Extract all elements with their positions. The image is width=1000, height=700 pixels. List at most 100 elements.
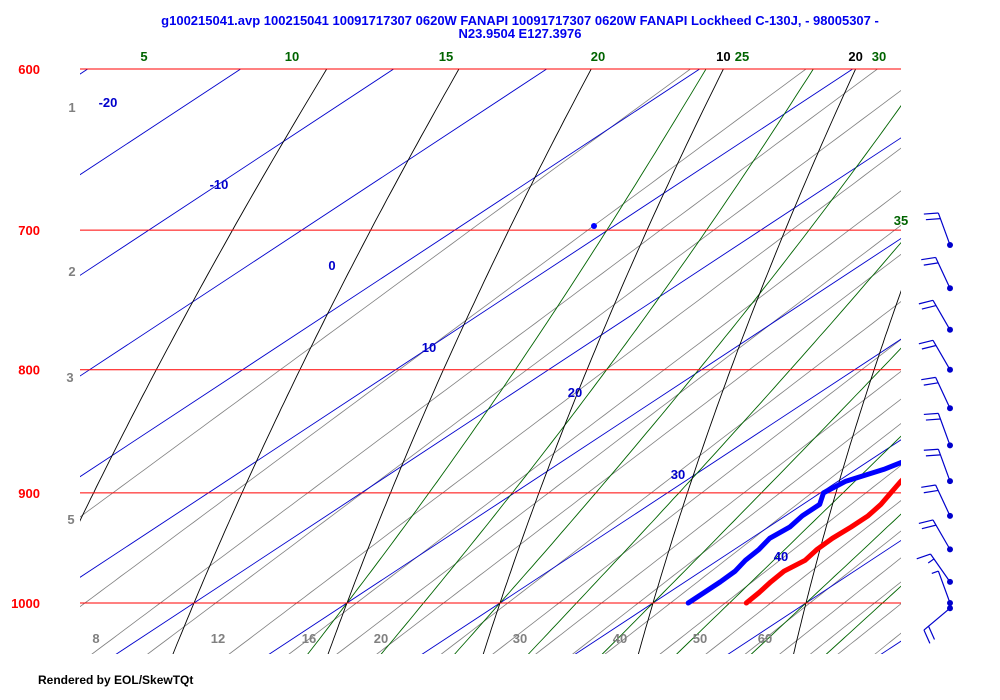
isotherm-label: -20 bbox=[99, 95, 118, 110]
isotherm-label: 0 bbox=[328, 258, 335, 273]
wind-barb bbox=[918, 299, 953, 333]
dewpoint-profile bbox=[685, 459, 901, 606]
dry-adiabat-label: 10 bbox=[716, 49, 730, 64]
mixing-ratio-line bbox=[837, 603, 901, 654]
wind-barb-staff bbox=[937, 212, 951, 246]
wind-barb-feather bbox=[916, 553, 931, 560]
isotherm-label: 30 bbox=[671, 467, 685, 482]
mixing-ratio-line bbox=[147, 90, 901, 654]
mixing-ratio-line bbox=[895, 34, 1000, 664]
moist-adiabat-label: 30 bbox=[872, 49, 886, 64]
mixing-ratio-label: 20 bbox=[374, 631, 388, 646]
dry-adiabat-line bbox=[637, 69, 857, 654]
wind-barb-staff bbox=[935, 377, 951, 409]
wind-barb-feather bbox=[918, 519, 934, 525]
wind-barb-feather bbox=[923, 412, 939, 416]
isotherm-label: 10 bbox=[422, 340, 436, 355]
wind-barb-feather bbox=[925, 418, 941, 421]
isotherm-line bbox=[268, 237, 901, 654]
mixing-ratio-label: 1 bbox=[68, 100, 75, 115]
mixing-ratio-label: 30 bbox=[513, 631, 527, 646]
moist-adiabat-line bbox=[454, 105, 901, 654]
wind-barb-staff bbox=[932, 339, 951, 371]
mixing-ratio-line bbox=[288, 190, 901, 654]
wind-barb bbox=[923, 448, 953, 485]
wind-barb-staff bbox=[937, 413, 951, 446]
moist-adiabat-label: 10 bbox=[285, 49, 299, 64]
mixing-ratio-line bbox=[604, 422, 901, 654]
moist-adiabat-line bbox=[307, 69, 707, 654]
mixing-ratio-line bbox=[779, 557, 901, 654]
moist-adiabat-label: 20 bbox=[591, 49, 605, 64]
isotherm-line bbox=[421, 338, 901, 654]
wind-barb-feather bbox=[921, 304, 937, 310]
dry-adiabat-line bbox=[482, 69, 724, 654]
wind-barb bbox=[923, 412, 953, 449]
mixing-ratio-label: 12 bbox=[211, 631, 225, 646]
dry-adiabat-line bbox=[172, 69, 460, 654]
wind-barb-feather bbox=[918, 299, 934, 305]
wind-barb-feather bbox=[923, 212, 939, 215]
chart-title-line2: N23.9504 E127.3976 bbox=[458, 26, 582, 41]
moist-adiabat-line bbox=[676, 435, 901, 654]
mixing-ratio-label: 60 bbox=[758, 631, 772, 646]
moist-adiabat-label: 15 bbox=[439, 49, 453, 64]
mixing-ratio-line bbox=[376, 253, 901, 654]
wind-barb-staff bbox=[932, 519, 951, 550]
pressure-tick-label: 700 bbox=[18, 223, 40, 238]
chart-title-line1: g100215041.avp 100215041 10091717307 062… bbox=[161, 13, 879, 28]
moist-adiabat-label: 25 bbox=[735, 49, 749, 64]
wind-barb-feather bbox=[925, 218, 941, 221]
dry-adiabat-line bbox=[947, 34, 1000, 664]
wind-barb-feather bbox=[921, 344, 937, 350]
wind-barb-staff bbox=[935, 484, 951, 517]
isotherm-line bbox=[727, 539, 901, 654]
wind-barb-feather bbox=[923, 489, 939, 494]
dry-adiabat-line bbox=[327, 69, 592, 654]
moist-adiabat-line bbox=[601, 347, 901, 654]
wind-barb-half-feather bbox=[927, 558, 935, 564]
isotherm-line bbox=[80, 69, 89, 75]
renderer-credit: Rendered by EOL/SkewTQt bbox=[38, 673, 194, 687]
mixing-ratio-line bbox=[336, 224, 901, 654]
mixing-ratio-line bbox=[659, 464, 901, 654]
moist-adiabat-line bbox=[825, 585, 901, 654]
moist-adiabat-line bbox=[891, 34, 1000, 664]
mixing-ratio-line bbox=[934, 34, 1000, 664]
wind-barb bbox=[921, 484, 953, 519]
mixing-ratio-line bbox=[744, 530, 901, 654]
wind-barb-feather bbox=[918, 339, 934, 345]
mixing-ratio-label: 16 bbox=[302, 631, 316, 646]
wind-barbs bbox=[916, 212, 953, 644]
wind-barb-feather bbox=[928, 625, 936, 640]
mixing-ratio-line bbox=[874, 632, 901, 654]
wind-barb-staff bbox=[937, 570, 951, 604]
wind-barb bbox=[923, 605, 953, 644]
isotherm-line bbox=[574, 439, 901, 654]
dry-adiabat-line bbox=[793, 289, 901, 654]
wind-barb-feather bbox=[923, 262, 939, 266]
wind-barb-feather bbox=[923, 629, 931, 644]
wind-barb-feather bbox=[921, 484, 936, 488]
mixing-ratio-label: 8 bbox=[92, 631, 99, 646]
mixing-ratio-line bbox=[91, 69, 879, 654]
wind-barb-staff bbox=[935, 257, 951, 289]
wind-barb-staff bbox=[923, 607, 951, 631]
dry-adiabat-lines bbox=[80, 34, 1000, 664]
wind-barb-staff bbox=[932, 300, 951, 331]
wind-barb-feather bbox=[923, 382, 939, 386]
isobar-lines bbox=[80, 68, 901, 604]
chart-title: g100215041.avp 100215041 10091717307 062… bbox=[100, 14, 940, 40]
mixing-ratio-line bbox=[80, 69, 807, 608]
mixing-ratio-label: 5 bbox=[67, 512, 74, 527]
isotherm-label: 20 bbox=[568, 385, 582, 400]
moist-adiabat-line bbox=[750, 513, 901, 654]
wind-barb bbox=[918, 339, 953, 373]
wind-barb bbox=[916, 553, 953, 585]
wind-barb-feather bbox=[921, 524, 937, 530]
pressure-tick-label: 900 bbox=[18, 486, 40, 501]
mixing-ratio-line bbox=[705, 500, 901, 654]
wind-barb bbox=[923, 212, 953, 248]
